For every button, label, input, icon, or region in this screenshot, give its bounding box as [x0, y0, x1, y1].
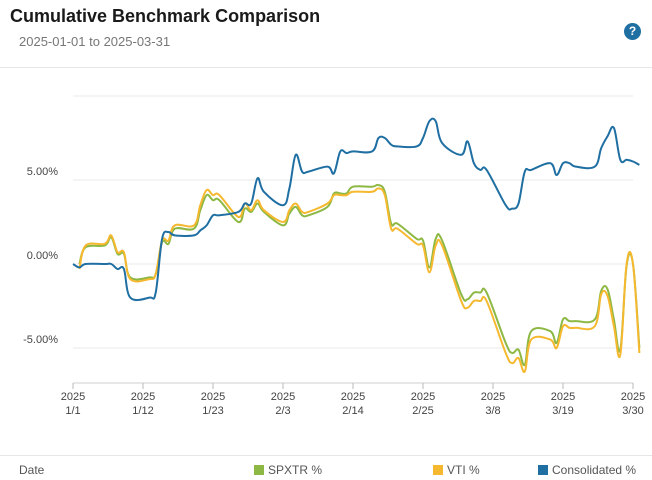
header-divider: [0, 67, 652, 68]
x-tick-year: 2025: [551, 391, 575, 403]
x-tick-label: 2/14: [342, 405, 363, 417]
x-tick-year: 2025: [341, 391, 365, 403]
line-chart: 5.00% 0.00% -5.00% 2025 1/1 2025 1/12 2025 1/23 2…: [23, 95, 645, 417]
y-tick-label: 5.00%: [27, 166, 58, 178]
legend-item-spxtr[interactable]: SPXTR %: [254, 462, 322, 478]
x-tick-year: 2025: [201, 391, 225, 403]
legend-item-consolidated[interactable]: Consolidated %: [538, 462, 636, 478]
y-tick-label: -5.00%: [23, 334, 58, 346]
date-range-subtitle: 2025-01-01 to 2025-03-31: [19, 34, 171, 49]
page-title: Cumulative Benchmark Comparison: [10, 6, 321, 26]
x-tick-label: 1/12: [132, 405, 153, 417]
y-tick-label: 0.00%: [27, 250, 58, 262]
x-tick-year: 2025: [481, 391, 505, 403]
series-line-consolidated: [72, 117, 640, 302]
question-icon[interactable]: ?: [624, 23, 641, 40]
x-tick-year: 2025: [271, 391, 295, 403]
x-tick-year: 2025: [411, 391, 435, 403]
x-tick-year: 2025: [621, 391, 645, 403]
legend-swatch: [538, 465, 548, 475]
date-field-label: Date: [19, 463, 45, 477]
x-tick-label: 3/19: [552, 405, 573, 417]
series-line-vti: [78, 187, 641, 373]
x-tick-year: 2025: [131, 391, 155, 403]
legend-label: Consolidated %: [552, 463, 637, 477]
x-field-label: Date: [19, 462, 44, 478]
x-tick-label: 2/3: [275, 405, 290, 417]
series-line-spxtr: [78, 183, 641, 367]
x-tick-label: 3/8: [485, 405, 500, 417]
legend-swatch: [433, 465, 443, 475]
legend-item-vti[interactable]: VTI %: [433, 462, 480, 478]
x-tick-label: 1/1: [65, 405, 80, 417]
legend-label: VTI %: [447, 463, 480, 477]
x-tick-label: 3/30: [622, 405, 643, 417]
x-tick-label: 2/25: [412, 405, 433, 417]
footer-divider: [0, 455, 652, 456]
legend-label: SPXTR %: [268, 463, 323, 477]
legend-swatch: [254, 465, 264, 475]
x-tick-label: 1/23: [202, 405, 223, 417]
x-tick-year: 2025: [61, 391, 85, 403]
